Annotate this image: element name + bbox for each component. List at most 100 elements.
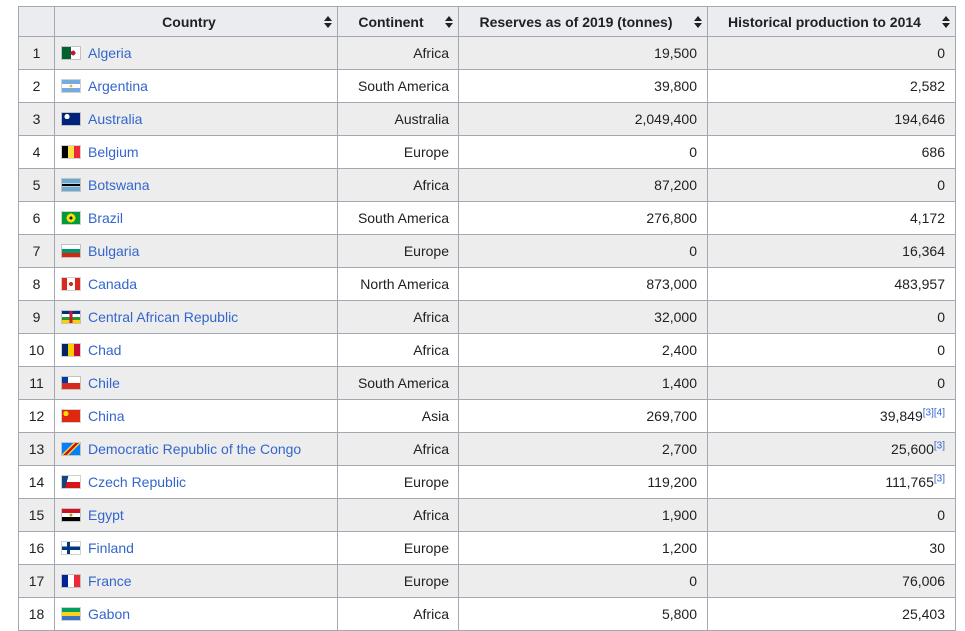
country-link[interactable]: Argentina (88, 78, 148, 94)
country-link[interactable]: Egypt (88, 507, 124, 523)
historical-cell: 0 (707, 498, 956, 532)
table-row: 10 Chad Africa 2,400 0 (18, 333, 956, 367)
country-link[interactable]: Belgium (88, 144, 139, 160)
country-link[interactable]: Brazil (88, 210, 124, 226)
historical-cell: 30 (707, 531, 956, 565)
country-cell: Botswana (54, 168, 338, 202)
table-body: 1 Algeria Africa 19,500 0 2 Argentina South Ame… (18, 36, 956, 631)
continent-cell: Africa (337, 300, 459, 334)
sort-icon (445, 15, 453, 28)
brazil-flag-icon (62, 212, 80, 224)
continent-cell: Asia (337, 399, 459, 433)
reserves-cell: 2,700 (458, 432, 708, 466)
continent-cell: Europe (337, 135, 459, 169)
bulgaria-flag-icon (62, 245, 80, 257)
historical-cell: 111,765[3] (707, 465, 956, 499)
historical-cell: 0 (707, 300, 956, 334)
table-row: 7 Bulgaria Europe 0 16,364 (18, 234, 956, 268)
democratic-republic-of-the-congo-flag-icon (62, 443, 80, 455)
botswana-flag-icon (62, 179, 80, 191)
row-number: 7 (18, 234, 55, 268)
country-link[interactable]: Czech Republic (88, 474, 187, 490)
country-link[interactable]: Canada (88, 276, 138, 292)
country-cell: Bulgaria (54, 234, 338, 268)
citation-link[interactable]: [3] (933, 440, 945, 452)
country-link[interactable]: Australia (88, 111, 143, 127)
col-header-historical-label: Historical production to 2014 (728, 13, 921, 30)
table-row: 17 France Europe 0 76,006 (18, 564, 956, 598)
col-header-rank (18, 6, 55, 37)
reserves-cell: 39,800 (458, 69, 708, 103)
historical-cell: 0 (707, 366, 956, 400)
continent-cell: Africa (337, 498, 459, 532)
table-row: 16 Finland Europe 1,200 30 (18, 531, 956, 565)
row-number: 2 (18, 69, 55, 103)
table-row: 18 Gabon Africa 5,800 25,403 (18, 597, 956, 631)
table-row: 3 Australia Australia 2,049,400 194,646 (18, 102, 956, 136)
country-link[interactable]: Democratic Republic of the Congo (88, 441, 302, 457)
country-cell: France (54, 564, 338, 598)
table-row: 8 Canada North America 873,000 483,957 (18, 267, 956, 301)
country-cell: Gabon (54, 597, 338, 631)
citation-link[interactable]: [3] (933, 473, 945, 485)
country-link[interactable]: Algeria (88, 45, 132, 61)
reserves-cell: 873,000 (458, 267, 708, 301)
col-header-reserves[interactable]: Reserves as of 2019 (tonnes) (458, 6, 708, 37)
country-link[interactable]: Chad (88, 342, 122, 358)
country-cell: Egypt (54, 498, 338, 532)
row-number: 9 (18, 300, 55, 334)
country-link[interactable]: France (88, 573, 132, 589)
country-cell: Democratic Republic of the Congo (54, 432, 338, 466)
country-cell: Belgium (54, 135, 338, 169)
reserves-cell: 2,049,400 (458, 102, 708, 136)
continent-cell: Africa (337, 36, 459, 70)
row-number: 15 (18, 498, 55, 532)
continent-cell: Europe (337, 465, 459, 499)
country-link[interactable]: Gabon (88, 606, 131, 622)
col-header-continent[interactable]: Continent (337, 6, 459, 37)
argentina-flag-icon (62, 80, 80, 92)
continent-cell: South America (337, 201, 459, 235)
historical-cell: 16,364 (707, 234, 956, 268)
country-link[interactable]: Botswana (88, 177, 150, 193)
historical-cell: 0 (707, 333, 956, 367)
row-number: 18 (18, 597, 55, 631)
reserves-cell: 1,200 (458, 531, 708, 565)
historical-cell: 686 (707, 135, 956, 169)
finland-flag-icon (62, 542, 80, 554)
country-cell: Canada (54, 267, 338, 301)
continent-cell: Africa (337, 597, 459, 631)
country-link[interactable]: Bulgaria (88, 243, 140, 259)
france-flag-icon (62, 575, 80, 587)
reserves-cell: 0 (458, 135, 708, 169)
row-number: 17 (18, 564, 55, 598)
col-header-country[interactable]: Country (54, 6, 338, 37)
row-number: 5 (18, 168, 55, 202)
continent-cell: Africa (337, 432, 459, 466)
citation-link[interactable]: [4] (933, 407, 945, 419)
country-link[interactable]: China (88, 408, 125, 424)
gabon-flag-icon (62, 608, 80, 620)
table-row: 2 Argentina South America 39,800 2,582 (18, 69, 956, 103)
reserves-cell: 0 (458, 564, 708, 598)
continent-cell: South America (337, 366, 459, 400)
belgium-flag-icon (62, 146, 80, 158)
reserves-cell: 0 (458, 234, 708, 268)
historical-cell: 4,172 (707, 201, 956, 235)
reserves-cell: 87,200 (458, 168, 708, 202)
australia-flag-icon (62, 113, 80, 125)
citation-link[interactable]: [3] (922, 407, 934, 419)
country-link[interactable]: Finland (88, 540, 134, 556)
country-link[interactable]: Central African Republic (88, 309, 239, 325)
historical-cell: 39,849[3][4] (707, 399, 956, 433)
continent-cell: Europe (337, 234, 459, 268)
country-cell: Finland (54, 531, 338, 565)
country-cell: Brazil (54, 201, 338, 235)
row-number: 11 (18, 366, 55, 400)
table-row: 13 Democratic Republic of the Congo Africa… (18, 432, 956, 466)
col-header-historical[interactable]: Historical production to 2014 (707, 6, 956, 37)
chile-flag-icon (62, 377, 80, 389)
country-link[interactable]: Chile (88, 375, 120, 391)
chad-flag-icon (62, 344, 80, 356)
reserves-cell: 276,800 (458, 201, 708, 235)
